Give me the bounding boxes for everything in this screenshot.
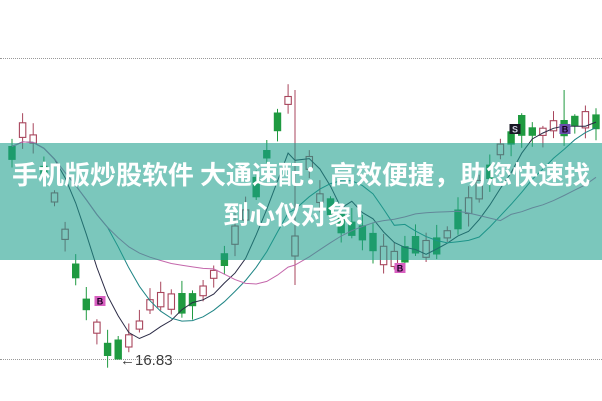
svg-text:B: B: [562, 124, 569, 134]
svg-text:S: S: [512, 124, 518, 134]
svg-text:B: B: [397, 263, 404, 273]
svg-text:B: B: [97, 296, 104, 306]
